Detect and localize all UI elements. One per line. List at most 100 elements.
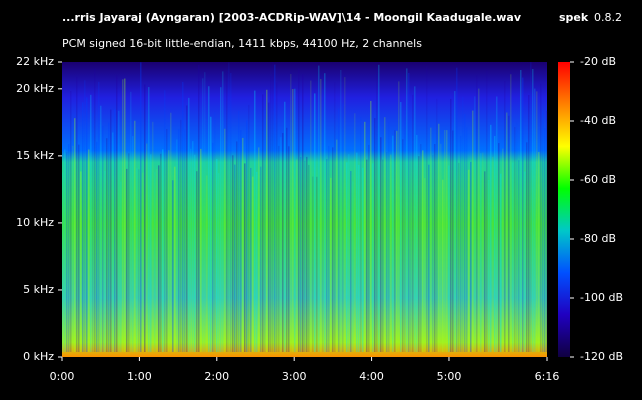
texture-stripe bbox=[436, 98, 438, 352]
colorbar-tick-label: -120 dB bbox=[580, 350, 623, 363]
texture-stripe bbox=[284, 101, 286, 352]
texture-stripe bbox=[372, 163, 374, 352]
texture-stripe bbox=[446, 130, 448, 352]
texture-stripe bbox=[342, 103, 344, 353]
texture-stripe bbox=[160, 153, 162, 352]
texture-stripe bbox=[348, 154, 350, 352]
texture-stripe bbox=[296, 159, 298, 352]
texture-stripe bbox=[198, 65, 200, 353]
texture-stripe bbox=[62, 172, 64, 352]
texture-stripe bbox=[108, 122, 110, 352]
texture-stripe bbox=[204, 72, 206, 352]
texture-stripe bbox=[540, 83, 542, 352]
texture-stripe bbox=[100, 105, 102, 352]
texture-stripe bbox=[140, 62, 142, 352]
texture-stripe bbox=[90, 94, 92, 352]
texture-stripe bbox=[282, 132, 284, 352]
texture-stripe bbox=[118, 110, 120, 352]
texture-stripe bbox=[444, 130, 446, 352]
texture-stripe bbox=[530, 62, 532, 352]
texture-stripe bbox=[452, 130, 454, 352]
texture-stripe bbox=[420, 144, 422, 352]
texture-stripe bbox=[480, 153, 482, 352]
texture-stripe bbox=[356, 152, 358, 352]
texture-stripe bbox=[268, 102, 270, 352]
texture-stripe bbox=[346, 162, 348, 352]
texture-stripe bbox=[506, 112, 508, 352]
texture-stripe bbox=[474, 96, 476, 352]
texture-stripe bbox=[430, 127, 432, 353]
texture-stripe bbox=[500, 173, 502, 352]
texture-stripe bbox=[266, 89, 268, 352]
texture-stripe bbox=[246, 120, 248, 352]
texture-stripe bbox=[482, 152, 484, 352]
texture-stripe bbox=[318, 65, 320, 352]
texture-stripe bbox=[502, 148, 504, 352]
texture-stripe bbox=[536, 91, 538, 352]
texture-stripe bbox=[222, 71, 224, 352]
y-tick-label: 0 kHz bbox=[23, 350, 54, 363]
texture-stripe bbox=[72, 145, 74, 352]
texture-stripe bbox=[442, 179, 444, 352]
texture-stripe bbox=[422, 150, 424, 352]
texture-stripe bbox=[370, 100, 372, 353]
texture-stripe bbox=[402, 139, 404, 352]
texture-stripe bbox=[132, 136, 134, 352]
texture-stripe bbox=[374, 118, 376, 352]
texture-stripe bbox=[476, 75, 478, 353]
colorbar bbox=[558, 62, 570, 357]
texture-stripe bbox=[136, 167, 138, 352]
texture-stripe bbox=[102, 125, 104, 353]
texture-stripe bbox=[208, 86, 210, 352]
texture-stripe bbox=[308, 164, 310, 352]
texture-stripe bbox=[330, 177, 332, 352]
texture-stripe bbox=[504, 81, 506, 353]
texture-stripe bbox=[410, 116, 412, 352]
texture-stripe bbox=[304, 160, 306, 352]
texture-stripe bbox=[416, 134, 418, 352]
texture-stripe bbox=[498, 143, 500, 352]
texture-stripe bbox=[472, 110, 474, 352]
texture-stripe bbox=[386, 152, 388, 352]
texture-stripe bbox=[532, 69, 534, 352]
texture-stripe bbox=[262, 94, 264, 353]
texture-stripe bbox=[514, 126, 516, 352]
texture-stripe bbox=[408, 72, 410, 353]
texture-stripe bbox=[316, 176, 318, 352]
texture-stripe bbox=[490, 124, 492, 352]
texture-stripe bbox=[524, 171, 526, 352]
texture-stripe bbox=[78, 144, 80, 352]
texture-stripe bbox=[94, 68, 96, 353]
texture-stripe bbox=[126, 168, 128, 352]
y-tick-label: 15 kHz bbox=[16, 149, 54, 162]
texture-stripe bbox=[226, 71, 228, 352]
texture-stripe bbox=[428, 164, 430, 352]
texture-stripe bbox=[66, 152, 68, 352]
texture-stripe bbox=[336, 139, 338, 352]
texture-stripe bbox=[150, 154, 152, 352]
texture-stripe bbox=[154, 172, 156, 352]
texture-stripe bbox=[206, 175, 208, 352]
texture-stripe bbox=[210, 116, 212, 353]
texture-stripe bbox=[478, 88, 480, 352]
texture-stripe bbox=[252, 176, 254, 352]
texture-stripe bbox=[76, 76, 78, 352]
texture-stripe bbox=[212, 142, 214, 352]
texture-stripe bbox=[462, 96, 464, 352]
texture-stripe bbox=[314, 93, 316, 353]
texture-stripe bbox=[328, 146, 330, 352]
texture-stripe bbox=[228, 62, 230, 352]
texture-stripe bbox=[534, 88, 536, 353]
texture-stripe bbox=[332, 147, 334, 352]
texture-stripe bbox=[396, 130, 398, 352]
texture-stripe bbox=[230, 72, 232, 352]
texture-stripe bbox=[70, 91, 72, 352]
texture-stripe bbox=[424, 178, 426, 352]
texture-stripe bbox=[276, 82, 278, 353]
texture-stripe bbox=[248, 104, 250, 352]
texture-stripe bbox=[298, 68, 300, 352]
texture-stripe bbox=[306, 156, 308, 352]
texture-stripe bbox=[448, 165, 450, 352]
texture-stripe bbox=[382, 159, 384, 352]
texture-stripe bbox=[384, 117, 386, 352]
